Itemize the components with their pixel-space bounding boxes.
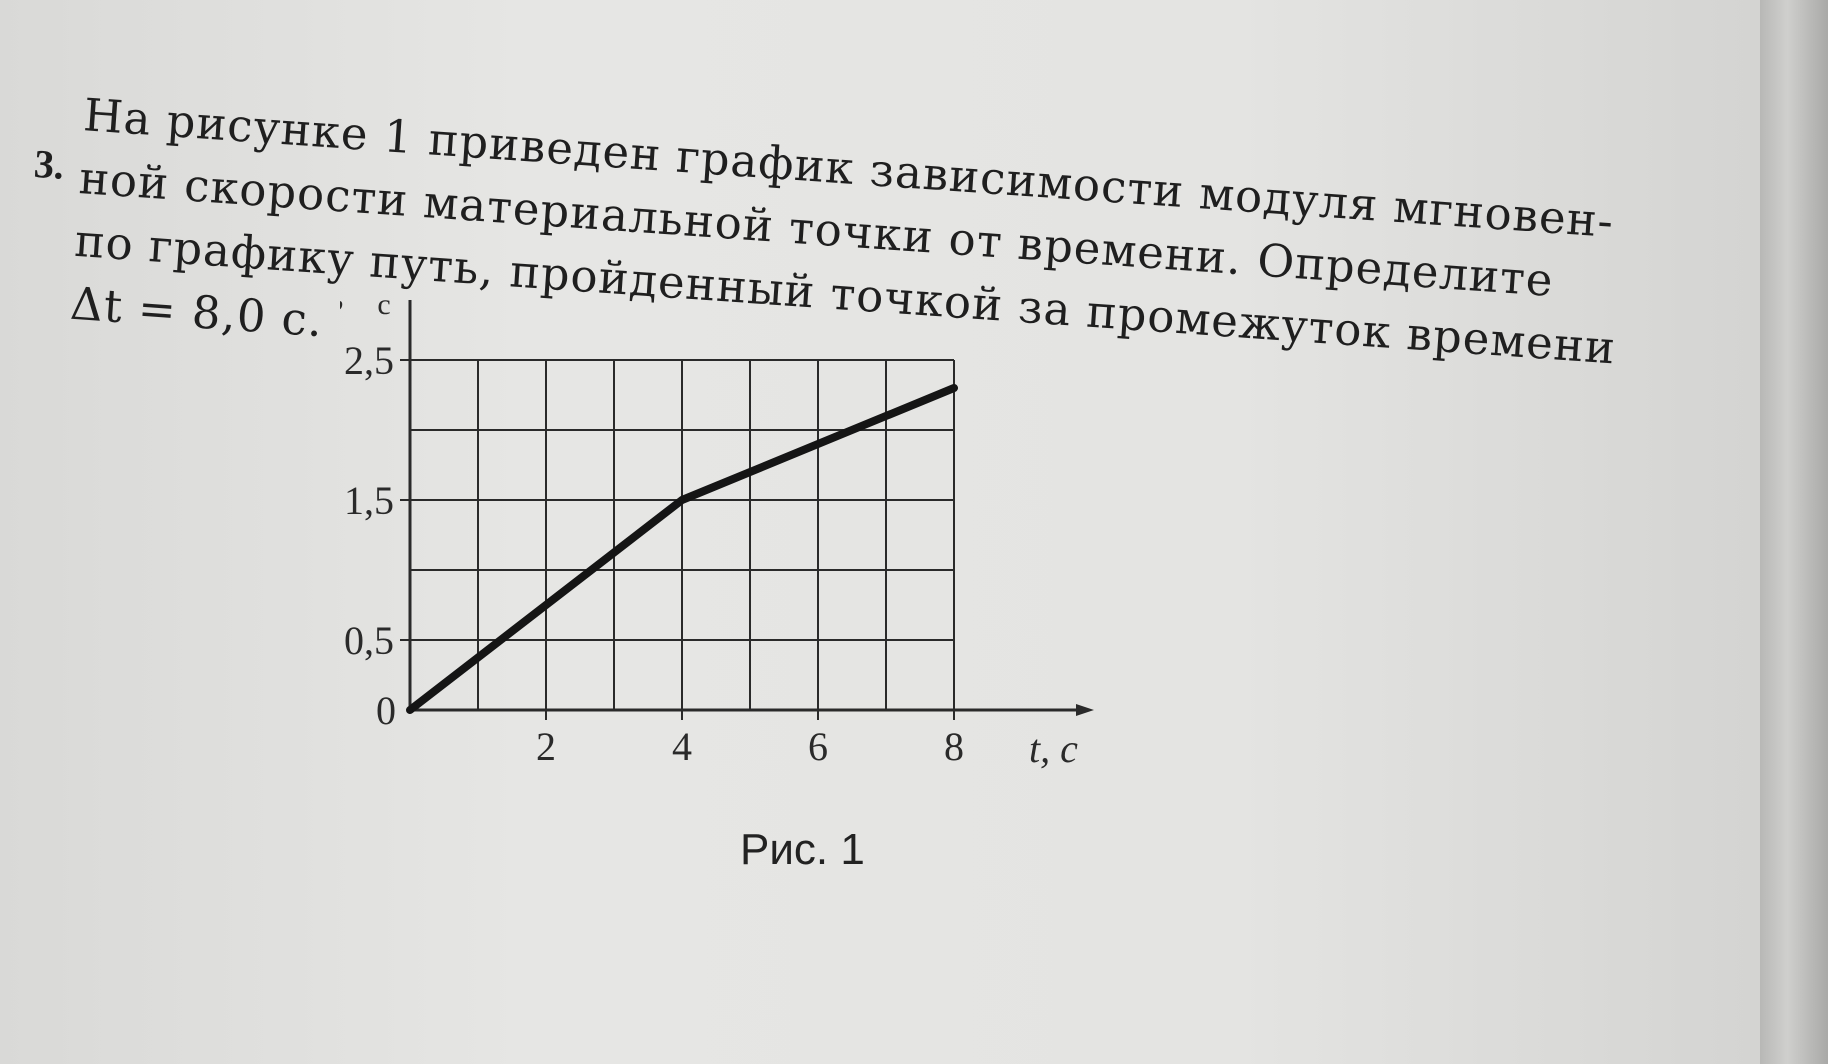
data-point [679, 497, 685, 503]
chart-labels: v, м с t, с 0 [320, 254, 1078, 771]
velocity-time-chart: 2 4 6 8 0,5 1,5 2,5 v, м с t, с 0 Рис. 1 [320, 254, 1290, 1020]
x-axis-arrow [1076, 704, 1094, 716]
chart-grid [410, 359, 955, 710]
y-tick-label: 2,5 [344, 338, 394, 383]
x-axis-label: t, с [1029, 726, 1078, 771]
x-tick-label: 6 [808, 724, 828, 769]
chart-ticks: 2 4 6 8 0,5 1,5 2,5 [344, 338, 964, 769]
x-tick-label: 4 [672, 724, 692, 769]
x-tick-label: 2 [536, 724, 556, 769]
chart-svg: 2 4 6 8 0,5 1,5 2,5 v, м с t, с 0 [320, 254, 1094, 771]
chart-series [406, 384, 958, 714]
figure-caption: Рис. 1 [740, 825, 865, 874]
page-edge [1760, 0, 1828, 1064]
data-point [407, 707, 413, 713]
data-point [951, 385, 957, 391]
y-axis-label-quantity: v, [340, 300, 345, 314]
y-tick-label: 0,5 [344, 618, 394, 663]
x-tick-label: 8 [944, 724, 964, 769]
textbook-page [0, 0, 1760, 1064]
y-tick-label: 1,5 [344, 478, 394, 523]
origin-label: 0 [376, 688, 396, 733]
y-axis-label-unit-denominator: с [377, 300, 390, 321]
problem-number: 3. [32, 140, 66, 188]
